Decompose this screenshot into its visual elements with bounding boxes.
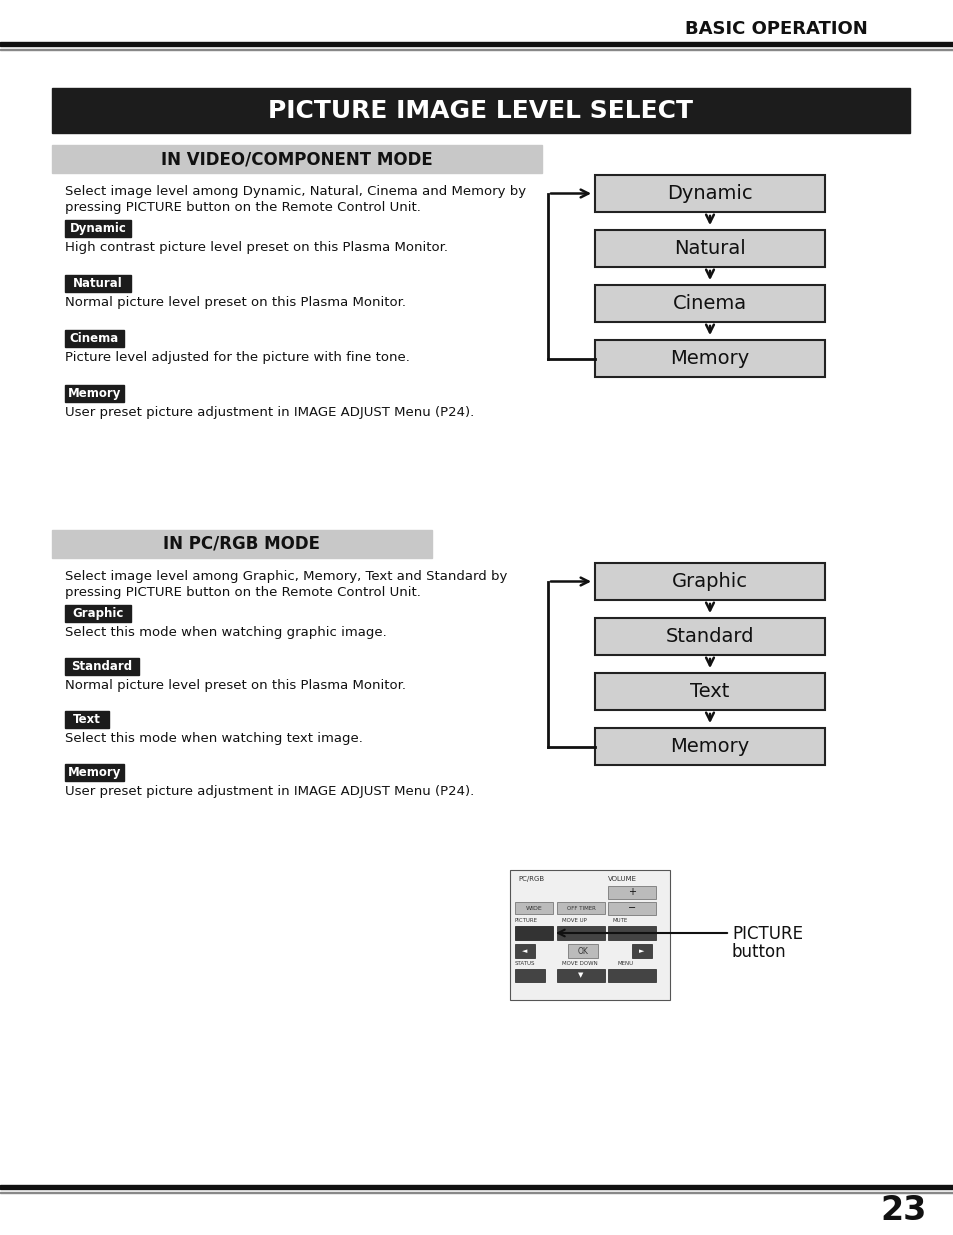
Text: —: — bbox=[577, 929, 584, 937]
Text: Dynamic: Dynamic bbox=[70, 222, 127, 235]
Text: BASIC OPERATION: BASIC OPERATION bbox=[684, 20, 867, 38]
Text: Text: Text bbox=[690, 682, 729, 701]
Text: Cinema: Cinema bbox=[672, 294, 746, 312]
Bar bbox=[515, 926, 553, 940]
Bar bbox=[65, 711, 109, 727]
Text: High contrast picture level preset on this Plasma Monitor.: High contrast picture level preset on th… bbox=[65, 241, 448, 254]
Text: Graphic: Graphic bbox=[72, 606, 124, 620]
Bar bbox=[595, 727, 824, 764]
Bar bbox=[0, 42, 953, 46]
Text: STATUS: STATUS bbox=[515, 961, 535, 966]
Text: WIDE: WIDE bbox=[525, 905, 542, 910]
Text: Natural: Natural bbox=[73, 277, 123, 290]
Text: User preset picture adjustment in IMAGE ADJUST Menu (P24).: User preset picture adjustment in IMAGE … bbox=[65, 406, 474, 419]
Bar bbox=[595, 618, 824, 655]
Text: button: button bbox=[731, 944, 786, 961]
Text: MENU: MENU bbox=[618, 961, 634, 966]
Text: ◄: ◄ bbox=[521, 948, 527, 953]
Text: Select this mode when watching graphic image.: Select this mode when watching graphic i… bbox=[65, 626, 386, 638]
Bar bbox=[65, 275, 132, 291]
Text: Memory: Memory bbox=[670, 737, 749, 756]
Text: OK: OK bbox=[577, 946, 588, 956]
Bar bbox=[607, 969, 656, 982]
Bar bbox=[510, 869, 669, 1000]
Bar bbox=[595, 563, 824, 600]
Text: MUTE: MUTE bbox=[613, 918, 628, 923]
Bar bbox=[65, 764, 124, 781]
Bar bbox=[567, 944, 598, 958]
Bar bbox=[0, 1186, 953, 1189]
Text: Natural: Natural bbox=[674, 240, 745, 258]
Text: Memory: Memory bbox=[68, 387, 121, 400]
Text: User preset picture adjustment in IMAGE ADJUST Menu (P24).: User preset picture adjustment in IMAGE … bbox=[65, 785, 474, 798]
Bar bbox=[595, 175, 824, 212]
Bar bbox=[515, 944, 535, 958]
Text: ►: ► bbox=[639, 948, 644, 953]
Text: Text: Text bbox=[73, 713, 101, 726]
Text: MOVE UP: MOVE UP bbox=[561, 918, 586, 923]
Text: VOLUME: VOLUME bbox=[607, 876, 637, 882]
Bar bbox=[65, 330, 124, 347]
Text: −: − bbox=[627, 903, 636, 913]
Text: Memory: Memory bbox=[68, 766, 121, 779]
Bar bbox=[607, 902, 656, 915]
Bar bbox=[52, 88, 909, 133]
Bar bbox=[557, 969, 604, 982]
Text: PICTURE: PICTURE bbox=[515, 918, 537, 923]
Text: PICTURE IMAGE LEVEL SELECT: PICTURE IMAGE LEVEL SELECT bbox=[268, 99, 693, 122]
Bar bbox=[515, 969, 544, 982]
Bar bbox=[515, 902, 553, 914]
Text: Standard: Standard bbox=[665, 627, 754, 646]
Text: ▼: ▼ bbox=[578, 972, 583, 978]
Text: IN VIDEO/COMPONENT MODE: IN VIDEO/COMPONENT MODE bbox=[161, 149, 433, 168]
Bar bbox=[65, 220, 132, 237]
Text: PC/RGB: PC/RGB bbox=[517, 876, 543, 882]
Text: IN PC/RGB MODE: IN PC/RGB MODE bbox=[163, 535, 320, 553]
Bar bbox=[631, 944, 651, 958]
Text: Normal picture level preset on this Plasma Monitor.: Normal picture level preset on this Plas… bbox=[65, 679, 406, 692]
Bar bbox=[557, 902, 604, 914]
Text: Memory: Memory bbox=[670, 350, 749, 368]
Bar bbox=[65, 605, 132, 622]
Bar bbox=[595, 230, 824, 267]
Text: Standard: Standard bbox=[71, 659, 132, 673]
Text: MOVE DOWN: MOVE DOWN bbox=[561, 961, 598, 966]
Text: pressing PICTURE button on the Remote Control Unit.: pressing PICTURE button on the Remote Co… bbox=[65, 585, 420, 599]
Text: 23: 23 bbox=[879, 1193, 925, 1226]
Bar bbox=[595, 285, 824, 322]
Text: Picture level adjusted for the picture with fine tone.: Picture level adjusted for the picture w… bbox=[65, 351, 410, 364]
Text: Select image level among Graphic, Memory, Text and Standard by: Select image level among Graphic, Memory… bbox=[65, 571, 507, 583]
Text: Graphic: Graphic bbox=[671, 572, 747, 592]
Text: Select image level among Dynamic, Natural, Cinema and Memory by: Select image level among Dynamic, Natura… bbox=[65, 185, 525, 198]
Bar bbox=[607, 885, 656, 899]
Text: OFF TIMER: OFF TIMER bbox=[566, 905, 595, 910]
Text: Select this mode when watching text image.: Select this mode when watching text imag… bbox=[65, 732, 362, 745]
Bar bbox=[65, 658, 139, 676]
Bar bbox=[595, 340, 824, 377]
Text: Dynamic: Dynamic bbox=[666, 184, 752, 203]
Text: Cinema: Cinema bbox=[70, 332, 119, 345]
Bar bbox=[557, 926, 604, 940]
Bar bbox=[52, 144, 541, 173]
Bar bbox=[52, 530, 432, 558]
Text: Normal picture level preset on this Plasma Monitor.: Normal picture level preset on this Plas… bbox=[65, 296, 406, 309]
Text: pressing PICTURE button on the Remote Control Unit.: pressing PICTURE button on the Remote Co… bbox=[65, 201, 420, 214]
Text: PICTURE: PICTURE bbox=[731, 925, 802, 944]
Bar bbox=[607, 926, 656, 940]
Bar bbox=[595, 673, 824, 710]
Bar bbox=[65, 385, 124, 403]
Text: +: + bbox=[627, 887, 636, 897]
